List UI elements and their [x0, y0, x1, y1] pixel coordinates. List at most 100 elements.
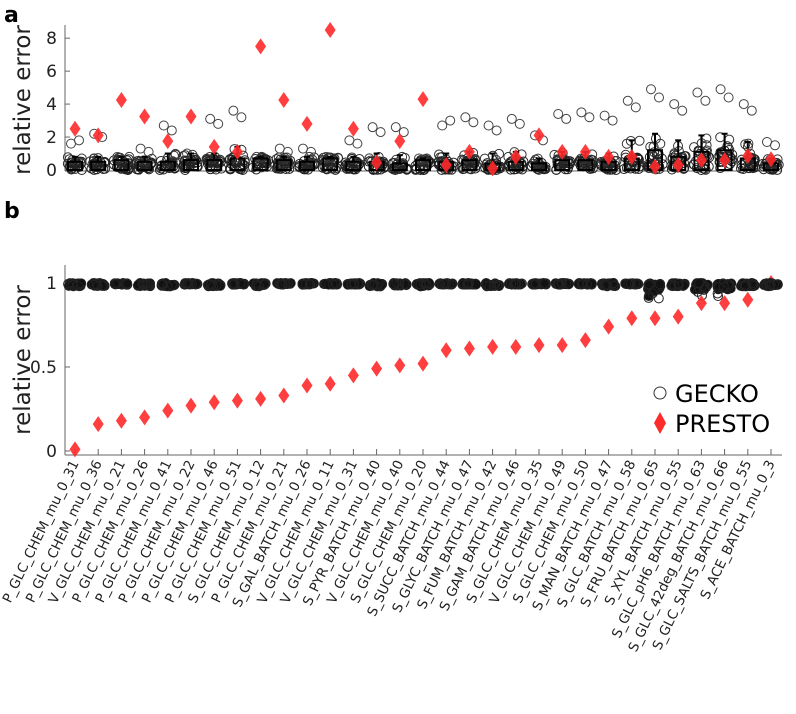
- presto-point: [695, 152, 707, 169]
- gecko-outlier: [723, 92, 734, 103]
- gecko-point: [297, 163, 308, 174]
- gecko-point: [516, 278, 527, 289]
- presto-point: [231, 143, 243, 160]
- presto-point: [649, 158, 661, 175]
- gecko-point: [458, 279, 469, 290]
- gecko-outlier: [205, 113, 216, 124]
- presto-point: [92, 127, 104, 144]
- gecko-point: [599, 280, 610, 291]
- gecko-point: [89, 158, 100, 169]
- gecko-point: [653, 293, 664, 304]
- gecko-point: [723, 279, 734, 290]
- gecko-point: [643, 279, 654, 290]
- presto-point: [185, 108, 197, 125]
- gecko-outlier: [576, 107, 587, 118]
- presto-point: [649, 310, 661, 327]
- presto-point: [394, 357, 406, 374]
- gecko-outlier: [630, 102, 641, 113]
- gecko-point: [120, 162, 131, 173]
- gecko-point: [275, 279, 286, 290]
- y-axis-label-a: relative error: [10, 25, 36, 175]
- gecko-outlier: [398, 127, 409, 138]
- gecko-point: [747, 278, 758, 289]
- gecko-point: [692, 286, 703, 297]
- gecko-outlier: [74, 135, 84, 146]
- presto-point: [185, 397, 197, 414]
- gecko-point: [140, 279, 151, 290]
- gecko-outlier: [143, 146, 154, 157]
- presto-point: [324, 375, 336, 392]
- presto-point: [255, 38, 267, 55]
- gecko-point: [251, 278, 262, 289]
- gecko-point: [713, 290, 724, 301]
- gecko-point: [434, 278, 445, 289]
- gecko-point: [254, 281, 265, 292]
- y-tick-label-a: 4: [46, 95, 57, 115]
- gecko-outlier: [607, 115, 618, 126]
- presto-point: [579, 332, 591, 349]
- presto-point: [278, 387, 290, 404]
- gecko-point: [577, 278, 588, 289]
- gecko-point: [552, 278, 563, 289]
- gecko-outlier: [228, 105, 239, 116]
- gecko-point: [540, 161, 551, 172]
- gecko-point: [227, 279, 238, 290]
- gecko-outlier: [669, 99, 680, 110]
- gecko-outlier: [746, 105, 757, 116]
- y-tick-label-b: 0.5: [30, 358, 57, 378]
- gecko-point: [421, 280, 432, 291]
- presto-point: [603, 318, 615, 335]
- presto-point: [115, 412, 127, 429]
- gecko-point: [88, 279, 99, 290]
- gecko-point: [481, 280, 492, 291]
- gecko-point: [331, 279, 342, 290]
- gecko-point: [189, 152, 200, 163]
- gecko-outlier: [738, 99, 749, 110]
- gecko-point: [701, 145, 712, 156]
- gecko-point: [180, 278, 191, 289]
- presto-point: [626, 148, 638, 165]
- legend-gecko-label: GECKO: [675, 380, 759, 408]
- gecko-outlier: [506, 113, 517, 124]
- presto-point: [371, 154, 383, 171]
- presto-point: [695, 295, 707, 312]
- gecko-point: [654, 279, 665, 290]
- gecko-point: [330, 278, 341, 289]
- gecko-outlier: [460, 112, 471, 123]
- gecko-point: [203, 157, 214, 168]
- gecko-outlier: [700, 95, 711, 106]
- gecko-point: [718, 281, 729, 292]
- gecko-point: [634, 135, 645, 146]
- gecko-outlier: [770, 140, 780, 151]
- presto-point: [579, 143, 591, 160]
- presto-point: [672, 157, 684, 174]
- gecko-outlier: [514, 118, 525, 129]
- presto-point: [115, 91, 127, 108]
- y-axis-label-b: relative error: [10, 285, 36, 435]
- presto-point: [510, 148, 522, 165]
- gecko-outlier: [166, 125, 177, 136]
- gecko-point: [418, 278, 429, 289]
- gecko-point: [582, 279, 593, 290]
- gecko-outlier: [692, 87, 703, 98]
- gecko-point: [530, 279, 541, 290]
- gecko-point: [210, 162, 221, 173]
- panel-a-plot: 0 2 4 6 8: [46, 21, 784, 181]
- gecko-outlier: [306, 146, 316, 157]
- x-tick-labels: P_GLC_CHEM_mu_0_31P_GLC_CHEM_mu_0_36V_GL…: [0, 458, 779, 655]
- legend: GECKO PRESTO: [653, 380, 770, 438]
- gecko-point: [300, 279, 311, 290]
- gecko-point: [191, 278, 202, 289]
- gecko-outlier: [375, 127, 386, 138]
- gecko-point: [122, 278, 133, 289]
- gecko-outlier: [622, 95, 633, 106]
- gecko-outlier: [561, 113, 572, 124]
- presto-point: [440, 342, 452, 359]
- presto-point: [208, 138, 220, 155]
- presto-point: [742, 291, 754, 308]
- gecko-point: [629, 278, 640, 289]
- gecko-outlier: [677, 105, 688, 116]
- gecko-point: [307, 157, 318, 168]
- gecko-point: [63, 280, 74, 291]
